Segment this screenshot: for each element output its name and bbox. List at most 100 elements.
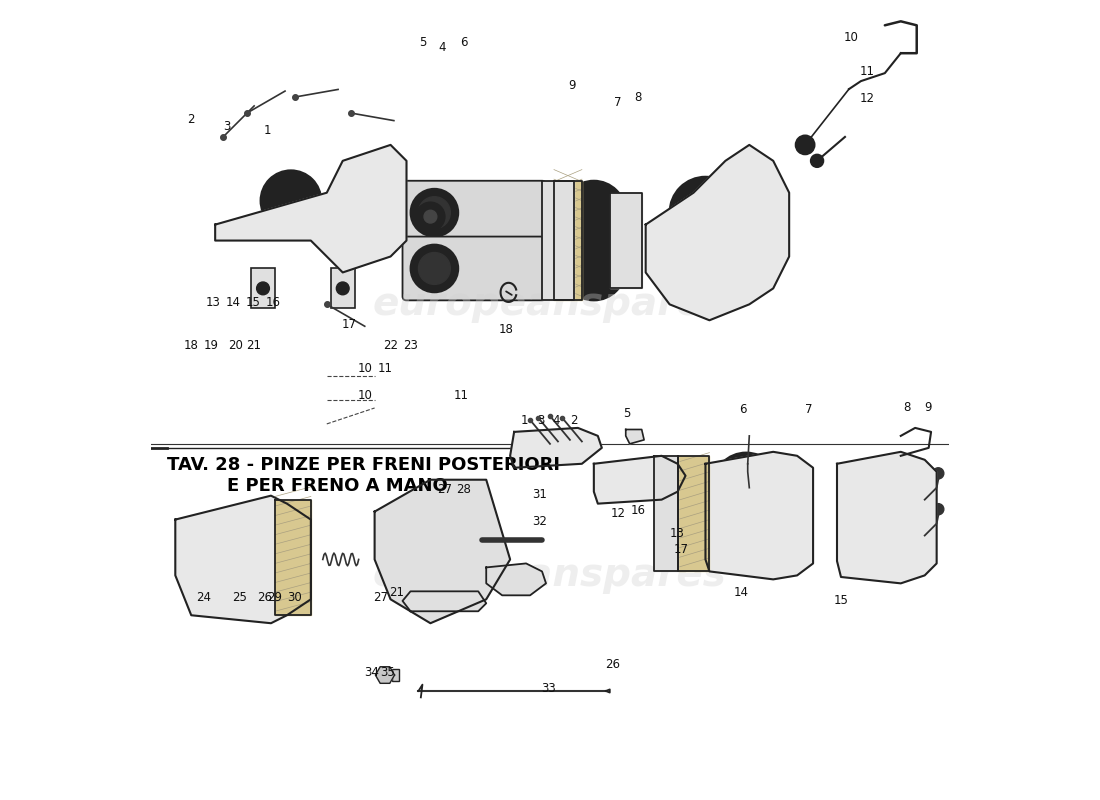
Polygon shape	[609, 193, 641, 288]
Text: 21: 21	[389, 586, 405, 599]
Circle shape	[670, 177, 741, 249]
Text: 17: 17	[342, 318, 356, 330]
Polygon shape	[542, 181, 574, 300]
Text: 15: 15	[246, 296, 261, 310]
Circle shape	[933, 504, 944, 515]
Text: E PER FRENO A MANO: E PER FRENO A MANO	[227, 478, 448, 495]
Text: 10: 10	[358, 389, 373, 402]
Text: 7: 7	[614, 96, 622, 109]
Text: 4: 4	[552, 414, 560, 427]
Text: 12: 12	[612, 506, 626, 520]
FancyBboxPatch shape	[403, 181, 546, 245]
Text: 33: 33	[541, 682, 556, 695]
Circle shape	[185, 521, 213, 550]
Text: 8: 8	[634, 90, 641, 103]
Text: 31: 31	[532, 487, 547, 501]
Circle shape	[862, 458, 907, 502]
Text: 5: 5	[419, 36, 426, 50]
Text: 23: 23	[403, 339, 418, 352]
Circle shape	[410, 189, 459, 237]
Text: 28: 28	[456, 482, 471, 496]
Polygon shape	[216, 145, 407, 273]
Text: 16: 16	[630, 503, 646, 517]
Text: 14: 14	[734, 586, 749, 599]
Polygon shape	[486, 563, 546, 595]
Text: 1: 1	[520, 414, 528, 427]
Circle shape	[713, 453, 780, 519]
Circle shape	[562, 181, 626, 245]
Text: 27: 27	[438, 482, 452, 496]
Circle shape	[256, 282, 270, 294]
Text: 19: 19	[204, 339, 219, 352]
Text: 18: 18	[498, 323, 514, 336]
Circle shape	[713, 508, 780, 574]
Text: 30: 30	[287, 591, 303, 604]
Text: 17: 17	[674, 543, 689, 556]
Circle shape	[574, 249, 614, 288]
Circle shape	[271, 181, 311, 221]
Text: 9: 9	[569, 78, 576, 91]
Polygon shape	[705, 452, 813, 579]
Circle shape	[811, 154, 824, 167]
Text: 27: 27	[374, 591, 388, 604]
Polygon shape	[594, 456, 685, 504]
Circle shape	[403, 500, 482, 579]
Text: 3: 3	[223, 120, 231, 133]
Circle shape	[416, 202, 444, 231]
Text: 5: 5	[623, 407, 630, 420]
Circle shape	[682, 245, 729, 292]
Circle shape	[574, 193, 614, 233]
Text: 4: 4	[439, 41, 447, 54]
Text: 16: 16	[266, 296, 280, 310]
Text: 20: 20	[228, 339, 242, 352]
Circle shape	[933, 468, 944, 479]
Bar	[392, 670, 398, 681]
Text: 26: 26	[257, 591, 272, 604]
Polygon shape	[678, 456, 710, 571]
Text: 6: 6	[460, 36, 467, 50]
Text: 11: 11	[453, 389, 469, 402]
Circle shape	[724, 518, 769, 563]
Text: 22: 22	[383, 339, 398, 352]
Circle shape	[795, 135, 815, 154]
Circle shape	[670, 233, 741, 304]
Polygon shape	[626, 430, 645, 444]
Text: 18: 18	[184, 339, 199, 352]
Bar	[251, 269, 275, 308]
Text: 24: 24	[196, 591, 211, 604]
Polygon shape	[403, 591, 486, 611]
Text: 11: 11	[377, 362, 393, 374]
Text: 25: 25	[232, 591, 246, 604]
Text: 8: 8	[903, 402, 911, 414]
Text: 21: 21	[246, 339, 261, 352]
Circle shape	[418, 253, 450, 285]
Text: 6: 6	[739, 403, 747, 416]
Text: 34: 34	[364, 666, 378, 679]
Polygon shape	[837, 452, 937, 583]
Polygon shape	[375, 666, 395, 683]
Text: 29: 29	[267, 591, 283, 604]
Circle shape	[562, 237, 626, 300]
Text: 32: 32	[532, 514, 547, 528]
Circle shape	[682, 189, 729, 237]
Circle shape	[418, 197, 450, 229]
Polygon shape	[275, 500, 311, 615]
Circle shape	[424, 210, 437, 223]
Polygon shape	[510, 428, 602, 468]
Text: 9: 9	[924, 402, 932, 414]
Circle shape	[724, 464, 769, 509]
Text: europeanspares: europeanspares	[373, 556, 727, 594]
Polygon shape	[653, 456, 678, 571]
Text: europeanspares: europeanspares	[373, 286, 727, 323]
Text: 3: 3	[537, 414, 544, 427]
Text: 7: 7	[805, 403, 813, 416]
Text: 10: 10	[358, 362, 373, 374]
Text: 13: 13	[670, 527, 685, 541]
Circle shape	[337, 282, 349, 294]
FancyBboxPatch shape	[403, 237, 546, 300]
Circle shape	[261, 170, 321, 231]
Text: TAV. 28 - PINZE PER FRENI POSTERIORI: TAV. 28 - PINZE PER FRENI POSTERIORI	[167, 456, 560, 474]
Circle shape	[862, 529, 907, 574]
Circle shape	[410, 245, 459, 292]
Circle shape	[508, 572, 528, 591]
